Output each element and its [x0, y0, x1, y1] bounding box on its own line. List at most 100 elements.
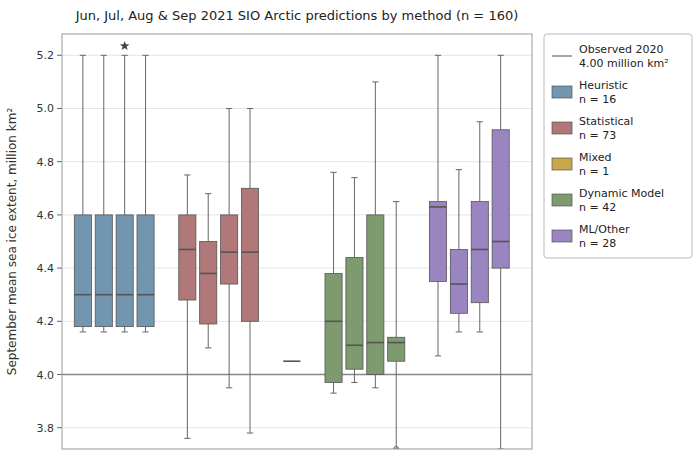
upper-cap: [435, 55, 441, 56]
upper-cap: [101, 55, 107, 56]
legend-label-line: n = 73: [579, 129, 616, 142]
lower-whisker: [375, 375, 376, 388]
tick: [57, 55, 62, 56]
legend-label: Dynamic Modeln = 42: [579, 187, 664, 214]
legend-label-line: n = 1: [579, 165, 609, 178]
box: [95, 215, 112, 327]
title: Jun, Jul, Aug & Sep 2021 SIO Arctic pred…: [75, 8, 519, 23]
upper-whisker: [145, 55, 146, 215]
box: [471, 202, 488, 303]
legend-swatch: [552, 86, 572, 98]
lower-cap: [226, 387, 232, 388]
box: [388, 337, 405, 361]
legend-label-line: Heuristic: [579, 79, 628, 92]
lower-cap: [477, 331, 483, 332]
upper-cap: [142, 55, 148, 56]
grid-line: [62, 374, 532, 375]
median: [346, 344, 363, 346]
box: [241, 188, 258, 321]
upper-whisker: [458, 170, 459, 250]
lower-whisker: [500, 268, 501, 449]
upper-cap: [372, 81, 378, 82]
lower-cap: [330, 393, 336, 394]
upper-whisker: [438, 55, 439, 201]
upper-cap: [80, 55, 86, 56]
legend-label-line: 4.00 million km²: [579, 57, 669, 70]
legend-swatch: [552, 122, 572, 134]
upper-whisker: [500, 55, 501, 129]
tick-label: 5.0: [37, 102, 55, 115]
tick-label: 4.0: [37, 369, 55, 382]
lower-whisker: [396, 361, 397, 449]
legend-frame: [544, 34, 692, 258]
lower-cap: [351, 382, 357, 383]
legend-label-line: Statistical: [579, 115, 633, 128]
median: [179, 249, 196, 251]
box: [74, 215, 91, 327]
plot-data: [62, 41, 532, 449]
median: [241, 251, 258, 253]
lower-cap: [205, 347, 211, 348]
legend-label: Heuristicn = 16: [579, 79, 628, 106]
tick-label: 4.2: [37, 315, 55, 328]
box: [221, 215, 238, 284]
upper-cap: [498, 55, 504, 56]
upper-whisker: [208, 194, 209, 242]
box-group: [74, 41, 154, 332]
box-group: [283, 361, 300, 362]
outlier-star: [120, 41, 130, 50]
lower-whisker: [458, 313, 459, 332]
box: [367, 215, 384, 375]
legend-label-line: n = 28: [579, 237, 616, 250]
box-group: [325, 82, 405, 449]
lower-whisker: [103, 327, 104, 332]
lower-cap: [122, 331, 128, 332]
tick: [57, 214, 62, 215]
upper-cap: [247, 108, 253, 109]
tick-label: 4.8: [37, 156, 55, 169]
lower-whisker: [354, 369, 355, 382]
median: [95, 294, 112, 296]
tick: [57, 161, 62, 162]
median: [221, 251, 238, 253]
upper-cap: [226, 108, 232, 109]
tick-label: 5.2: [37, 49, 55, 62]
upper-cap: [351, 177, 357, 178]
legend-label: Observed 20204.00 million km²: [579, 43, 669, 70]
box: [325, 273, 342, 382]
box: [200, 242, 217, 324]
upper-whisker: [103, 55, 104, 215]
median: [200, 273, 217, 275]
upper-whisker: [333, 172, 334, 273]
tick-label: 4.6: [37, 209, 55, 222]
legend-label: Mixedn = 1: [579, 151, 611, 178]
legend-swatch: [552, 230, 572, 242]
upper-whisker: [354, 178, 355, 258]
legend-label-line: ML/Other: [579, 223, 630, 236]
upper-whisker: [229, 108, 230, 214]
upper-cap: [205, 193, 211, 194]
lower-whisker: [187, 300, 188, 438]
upper-whisker: [375, 82, 376, 215]
box: [346, 257, 363, 369]
upper-whisker: [396, 202, 397, 338]
tick: [57, 268, 62, 269]
box: [137, 215, 154, 327]
legend-label-line: Mixed: [579, 151, 611, 164]
y-axis: 3.84.04.24.44.64.85.05.2: [37, 49, 533, 434]
upper-cap: [184, 174, 190, 175]
grid-line: [62, 108, 532, 109]
upper-cap: [456, 169, 462, 170]
tick-label: 3.8: [37, 422, 55, 435]
median: [492, 241, 509, 243]
legend-label: ML/Othern = 28: [579, 223, 630, 250]
legend-label: Statisticaln = 73: [579, 115, 633, 142]
upper-whisker: [250, 108, 251, 188]
median: [325, 321, 342, 323]
chart: 3.84.04.24.44.64.85.05.2Jun, Jul, Aug & …: [0, 0, 700, 469]
tick: [57, 321, 62, 322]
upper-whisker: [82, 55, 83, 215]
plot-frame: [62, 34, 532, 449]
upper-whisker: [479, 122, 480, 202]
legend-swatch: [552, 55, 572, 57]
